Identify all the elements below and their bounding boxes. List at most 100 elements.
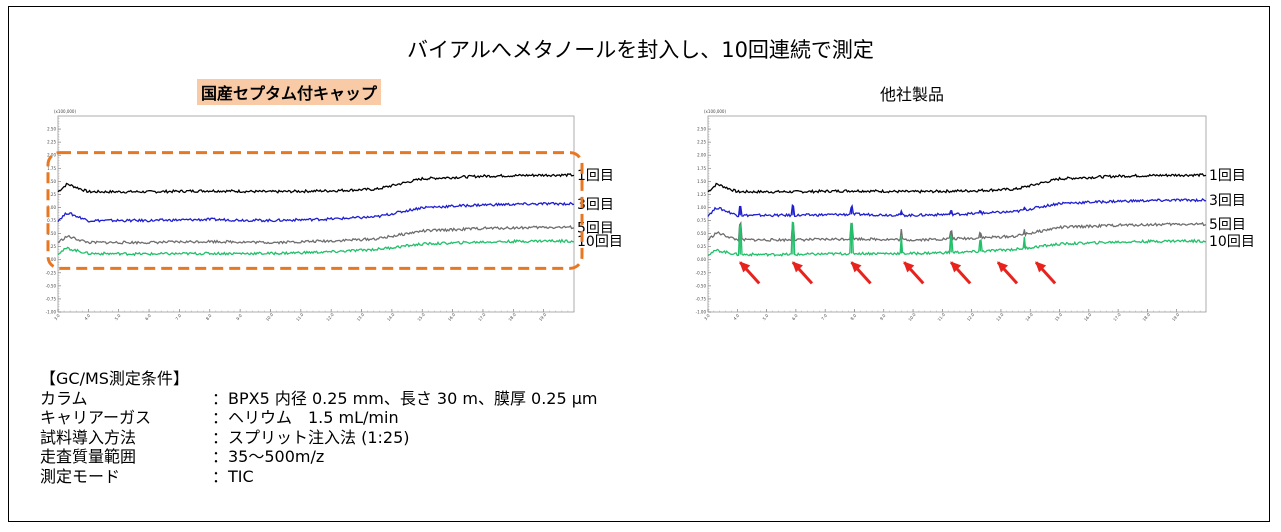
- y-tick-label: 2.00: [697, 153, 706, 158]
- series-line: [707, 197, 1207, 218]
- series-label: 3回目: [577, 197, 614, 213]
- red-arrow: [1034, 261, 1057, 285]
- condition-value: ：TIC: [212, 466, 254, 486]
- y-tick-label: 2.25: [697, 140, 706, 145]
- red-arrow-head: [850, 261, 862, 273]
- y-tick-label: -1.00: [46, 310, 57, 315]
- y-tick-label: 1.00: [697, 205, 706, 210]
- x-tick-label: 6.0: [791, 313, 799, 321]
- x-tick-label: 15.0: [416, 312, 426, 322]
- condition-value: ：ヘリウム 1.5 mL/min: [212, 408, 399, 427]
- red-arrow: [950, 261, 972, 285]
- series-line: [707, 172, 1207, 194]
- x-tick-label: 11.0: [936, 312, 946, 322]
- x-tick-label: 14.0: [1024, 312, 1034, 322]
- x-tick-label: 8.0: [205, 313, 213, 321]
- x-tick-label: 6.0: [144, 313, 152, 321]
- x-tick-label: 4.0: [83, 313, 91, 321]
- x-tick-label: 18.0: [1141, 312, 1151, 322]
- chart-right: (x100,000) 2.50 2.25 2.00 1.75 1.50 1.25 1.00 0.…: [696, 109, 1255, 322]
- condition-label: カラム: [40, 388, 88, 408]
- x-tick-label: 9.0: [235, 313, 243, 321]
- y-tick-label: 0.25: [697, 244, 706, 249]
- series-label: 1回目: [577, 168, 614, 184]
- series-line: [57, 224, 575, 245]
- y-tick-label: 2.50: [47, 127, 56, 132]
- condition-label: キャリアーガス: [40, 408, 152, 427]
- y-multiplier-label: (x100,000): [54, 109, 76, 114]
- y-tick-label: 1.75: [47, 166, 56, 171]
- y-tick-label: 1.50: [47, 179, 56, 184]
- red-arrow: [903, 261, 925, 285]
- x-tick-label: 14.0: [386, 312, 396, 322]
- condition-value: ：35～500m/z: [212, 447, 325, 466]
- y-tick-label: 0.00: [47, 257, 56, 262]
- series-label: 5回目: [577, 220, 614, 236]
- x-tick-label: 13.0: [995, 312, 1005, 322]
- x-tick-label: 12.0: [966, 312, 976, 322]
- red-arrow-head: [903, 261, 915, 273]
- y-tick-label: 1.00: [47, 205, 56, 210]
- x-tick-label: 10.0: [265, 312, 275, 322]
- condition-value: ：BPX5 内径 0.25 mm、長さ 30 m、膜厚 0.25 µm: [212, 388, 598, 408]
- condition-row: 試料導入方法 ：スプリット注入法 (1:25): [40, 428, 598, 448]
- chart-right-title: 他社製品: [880, 85, 945, 104]
- x-tick-label: 16.0: [447, 312, 457, 322]
- condition-row: キャリアーガス ：ヘリウム 1.5 mL/min: [40, 408, 598, 428]
- x-tick-label: 7.0: [820, 313, 828, 321]
- red-arrow: [791, 261, 814, 285]
- y-tick-label: 1.50: [697, 179, 706, 184]
- series-label: 1回目: [1209, 168, 1246, 184]
- x-tick-label: 19.0: [1171, 312, 1181, 322]
- x-tick-label: 15.0: [1054, 312, 1064, 322]
- red-arrow-head: [997, 261, 1009, 273]
- plot-area: [707, 115, 1207, 313]
- y-tick-label: -0.50: [46, 283, 57, 288]
- red-arrow-head: [739, 261, 751, 273]
- series-line: [57, 201, 575, 223]
- red-arrow-head: [791, 261, 803, 273]
- y-tick-label: 0.25: [47, 244, 56, 249]
- x-tick-label: 11.0: [295, 312, 305, 322]
- y-tick-label: 2.50: [697, 127, 706, 132]
- x-tick-label: 8.0: [849, 313, 857, 321]
- condition-row: 測定モード ：TIC: [40, 467, 598, 487]
- x-tick-label: 5.0: [761, 313, 769, 321]
- highlight-box: [46, 151, 584, 270]
- x-tick-label: 3.0: [703, 313, 711, 321]
- condition-value: ：スプリット注入法 (1:25): [212, 427, 410, 447]
- x-tick-label: 19.0: [538, 312, 548, 322]
- y-tick-label: 0.50: [47, 231, 56, 236]
- condition-label: 試料導入方法: [40, 427, 137, 447]
- x-tick-label: 17.0: [1112, 312, 1122, 322]
- plot-area: [57, 115, 575, 313]
- series-label: 5回目: [1209, 217, 1246, 233]
- condition-row: カラム ：BPX5 内径 0.25 mm、長さ 30 m、膜厚 0.25 µm: [40, 389, 598, 409]
- y-tick-label: -0.75: [696, 296, 707, 301]
- y-tick-label: 2.00: [47, 153, 56, 158]
- chart-left: (x100,000) 2.50 2.25 2.00 1.75 1.50 1.25 1.00 0.…: [46, 109, 623, 322]
- x-tick-label: 9.0: [879, 313, 887, 321]
- page-title: バイアルへメタノールを封入し、10回連続で測定: [407, 38, 874, 62]
- x-tick-label: 10.0: [907, 312, 917, 322]
- x-tick-label: 12.0: [325, 312, 335, 322]
- x-tick-label: 16.0: [1083, 312, 1093, 322]
- y-tick-label: 0.50: [697, 231, 706, 236]
- y-tick-label: 1.25: [697, 192, 706, 197]
- red-arrow: [850, 261, 872, 285]
- condition-row: 走査質量範囲 ：35～500m/z: [40, 447, 598, 467]
- condition-label: 走査質量範囲: [40, 447, 137, 466]
- series-label: 3回目: [1209, 193, 1246, 209]
- y-tick-label: 1.25: [47, 192, 56, 197]
- series-label: 10回目: [1209, 234, 1255, 250]
- y-multiplier-label: (x100,000): [704, 109, 726, 114]
- x-tick-label: 7.0: [174, 313, 182, 321]
- red-arrow-head: [1035, 261, 1047, 273]
- y-tick-label: 0.00: [697, 257, 706, 262]
- y-tick-label: -0.25: [46, 270, 57, 275]
- x-tick-label: 3.0: [53, 313, 61, 321]
- x-tick-label: 4.0: [732, 313, 740, 321]
- conditions-heading: 【GC/MS測定条件】: [40, 369, 189, 388]
- y-tick-label: 1.75: [697, 166, 706, 171]
- x-tick-label: 18.0: [507, 312, 517, 322]
